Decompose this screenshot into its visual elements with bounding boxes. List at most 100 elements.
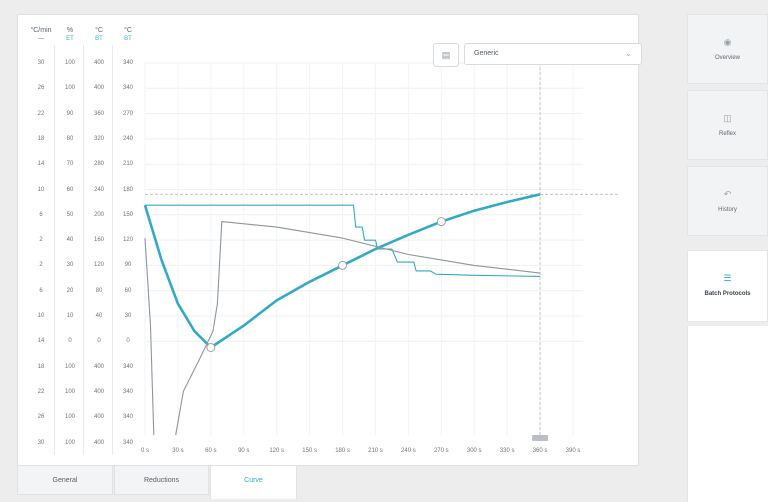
y-tick-label: 120 — [93, 262, 104, 269]
y-tick-label: 100 — [64, 363, 75, 370]
y-tick-label: 10 — [66, 313, 74, 319]
reflex-icon: ◫ — [723, 113, 732, 123]
y-tick-label: 90 — [124, 262, 132, 269]
series-line — [143, 193, 541, 349]
y-tick-label: 14 — [37, 161, 45, 168]
y-axis-unit: % — [66, 27, 74, 34]
y-tick-label: 400 — [93, 414, 104, 421]
chart-icon: ▤ — [441, 49, 451, 60]
y-tick-label: 100 — [64, 414, 75, 421]
y-axis-header: °C BT — [84, 27, 114, 43]
sidebar-item-label: History — [718, 207, 737, 213]
y-tick-label: 40 — [95, 313, 103, 319]
y-tick-label: 100 — [64, 388, 75, 395]
y-tick-label: 340 — [122, 439, 133, 446]
y-tick-label: 80 — [66, 135, 74, 142]
axis-separator — [54, 45, 55, 455]
y-tick-label: 340 — [122, 363, 133, 370]
sidebar-item-reflex[interactable]: ◫ Reflex — [687, 90, 768, 160]
x-tick-label: 210 s — [368, 448, 383, 454]
series-line — [145, 204, 541, 277]
series-line — [144, 238, 155, 436]
y-axis-subtitle: ET — [66, 36, 74, 42]
y-tick-label: 360 — [93, 110, 104, 117]
y-tick-label: 240 — [93, 186, 104, 193]
axis-separator — [83, 45, 84, 455]
series-line — [175, 221, 541, 436]
y-axis-unit: °C — [95, 27, 103, 34]
curve-marker — [436, 217, 446, 227]
y-tick-label: 26 — [37, 414, 45, 421]
y-tick-label: 320 — [93, 135, 104, 142]
y-tick-label: 340 — [122, 388, 133, 395]
y-tick-label: 22 — [37, 110, 45, 117]
y-tick-label: 340 — [122, 60, 133, 66]
x-tick-label: 360 s — [532, 448, 548, 454]
y-axis-subtitle: BT — [124, 36, 132, 42]
x-tick-label: 120 s — [269, 448, 285, 454]
x-tick-label: 0 s — [140, 448, 150, 454]
profile-select-value: Generic — [474, 50, 499, 57]
y-tick-label: 210 — [122, 161, 133, 168]
time-handle — [532, 435, 549, 441]
y-tick-label: 240 — [122, 135, 133, 142]
axis-separator — [112, 45, 113, 455]
y-axis-subtitle: BT — [95, 36, 103, 42]
y-tick-label: 100 — [64, 60, 75, 66]
y-axis-subtitle: — — [38, 36, 44, 42]
tab-curve[interactable]: Curve — [210, 465, 297, 499]
y-tick-label: 22 — [37, 388, 45, 395]
tab-reductions[interactable]: Reductions — [114, 465, 209, 495]
tab-label: Curve — [244, 477, 263, 484]
y-axis-header: % ET — [55, 27, 85, 43]
y-tick-label: 18 — [37, 363, 45, 370]
profile-toggle-button[interactable]: ▤ — [433, 43, 459, 67]
y-tick-label: 150 — [122, 211, 133, 218]
y-axis-column: °C BT 400 400 360 320 280 240 200 160 120 80 40 0 400 4… — [84, 15, 114, 455]
y-axis-unit: °C — [124, 27, 132, 34]
y-tick-label: 26 — [37, 85, 45, 92]
y-tick-label: 200 — [93, 211, 104, 218]
sidebar-item-batch-protocols[interactable]: ☰ Batch Protocols — [687, 250, 768, 322]
y-tick-label: 60 — [66, 186, 74, 193]
y-tick-label: 20 — [66, 287, 74, 294]
y-tick-label: 30 — [37, 60, 45, 66]
y-tick-label: 270 — [122, 110, 133, 117]
y-tick-label: 70 — [66, 161, 74, 168]
profile-select[interactable]: Generic ⌄ — [464, 43, 642, 65]
x-tick-label: 90 s — [238, 448, 250, 454]
curve-marker — [338, 260, 348, 270]
y-tick-label: 400 — [93, 85, 104, 92]
sidebar-item-label: Batch Protocols — [704, 291, 751, 297]
y-tick-label: 40 — [66, 237, 74, 244]
tab-label: Reductions — [143, 477, 180, 484]
y-tick-label: 90 — [66, 110, 74, 117]
x-tick-label: 180 s — [335, 448, 350, 454]
roast-curve-chart[interactable] — [18, 15, 638, 465]
y-tick-label: 100 — [64, 85, 75, 92]
x-tick-label: 150 s — [302, 448, 317, 454]
y-tick-label: 50 — [66, 211, 74, 218]
x-tick-label: 330 s — [499, 448, 515, 454]
tab-label: General — [52, 477, 78, 484]
y-tick-label: 400 — [93, 439, 104, 446]
tab-general[interactable]: General — [17, 465, 113, 495]
y-axis-column: °C BT 340 340 270 240 210 180 150 120 90 60 30 0 340 34… — [113, 15, 143, 455]
history-icon: ↶ — [723, 189, 732, 199]
chart-panel: °C/min —30 26 22 18 14 10 6 2 2 6 10 14 18 22 26 30% ET 10… — [17, 14, 642, 466]
y-tick-label: 0 — [126, 338, 130, 345]
y-tick-label: 30 — [37, 439, 45, 446]
x-tick-label: 390 s — [565, 448, 581, 454]
y-tick-label: 10 — [37, 186, 45, 193]
sidebar-item-overview[interactable]: ◉ Overview — [687, 14, 768, 84]
sidebar-item-history[interactable]: ↶ History — [687, 166, 768, 236]
y-tick-label: 80 — [95, 287, 103, 294]
y-tick-label: 400 — [93, 388, 104, 395]
x-tick-label: 30 s — [172, 448, 184, 454]
y-tick-label: 18 — [37, 135, 45, 142]
y-tick-label: 180 — [122, 186, 133, 193]
y-tick-label: 6 — [39, 211, 43, 218]
y-tick-label: 120 — [122, 237, 133, 244]
y-tick-label: 340 — [122, 414, 133, 421]
y-tick-label: 160 — [93, 237, 104, 244]
